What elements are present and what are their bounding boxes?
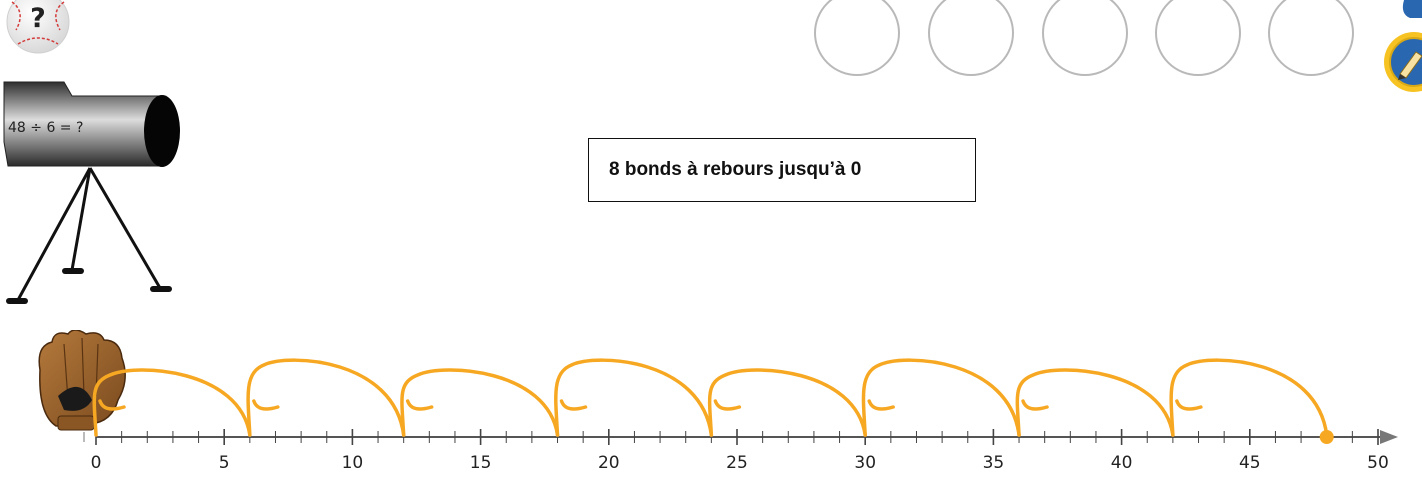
jump-arc [400,368,560,437]
tick-label: 30 [854,453,876,473]
help-question-mark: ? [30,3,46,34]
tick-label: 0 [91,453,102,473]
tick-label: 35 [983,453,1005,473]
tick-label: 45 [1239,453,1261,473]
start-marker [1319,430,1334,444]
number-line-svg: 0 5 10 15 20 25 30 35 40 45 50 [91,358,1398,473]
menu-tab[interactable] [1392,0,1422,18]
baseball-question-icon [6,0,70,54]
number-line[interactable]: 0 5 10 15 20 25 30 35 40 45 50 [0,340,1422,478]
jump-arrowhead [713,399,742,411]
tick-label: 40 [1111,453,1133,473]
jump-arc [707,368,867,437]
jump-arc [246,358,406,437]
jump-arc [1015,368,1175,437]
help-button[interactable]: ? [6,0,70,54]
cannon-icon [3,81,180,304]
jump-arrowhead [1021,399,1049,411]
answer-slot-5[interactable] [1268,0,1354,76]
jump-arrowhead [867,399,895,411]
hint-text: 8 bonds à rebours jusqu’à 0 [609,159,862,180]
tick-label: 25 [726,453,748,473]
pencil-icon [1384,32,1422,92]
answer-slot-4[interactable] [1155,0,1241,76]
jump-arrowhead [559,399,588,411]
jump-arrowhead [405,399,434,411]
jump-arrowhead [1175,399,1203,411]
answer-slots [812,0,1372,80]
glove [34,329,130,442]
jump-arc [92,368,252,437]
jump-arc [861,358,1021,437]
cannon: 48 ÷ 6 = ? [0,72,190,322]
jump-arrowhead [98,399,126,411]
pencil-button[interactable] [1380,30,1422,94]
hint-box: 8 bonds à rebours jusqu’à 0 [588,138,976,202]
jump-arc [1169,358,1329,437]
jump-arc [554,358,714,437]
cannon-equation: 48 ÷ 6 = ? [8,120,84,136]
jump-arrowhead [252,399,280,411]
baseball-glove-icon [38,329,126,442]
answer-slot-3[interactable] [1042,0,1128,76]
answer-slot-2[interactable] [928,0,1014,76]
answer-slot-1[interactable] [814,0,900,76]
tick-label: 10 [342,453,364,473]
number-line-arrow [1380,430,1398,444]
tick-label: 5 [219,453,230,473]
tick-label: 20 [598,453,620,473]
menu-tab-icon [1402,0,1422,18]
tick-label: 15 [470,453,492,473]
tick-label: 50 [1367,453,1389,473]
